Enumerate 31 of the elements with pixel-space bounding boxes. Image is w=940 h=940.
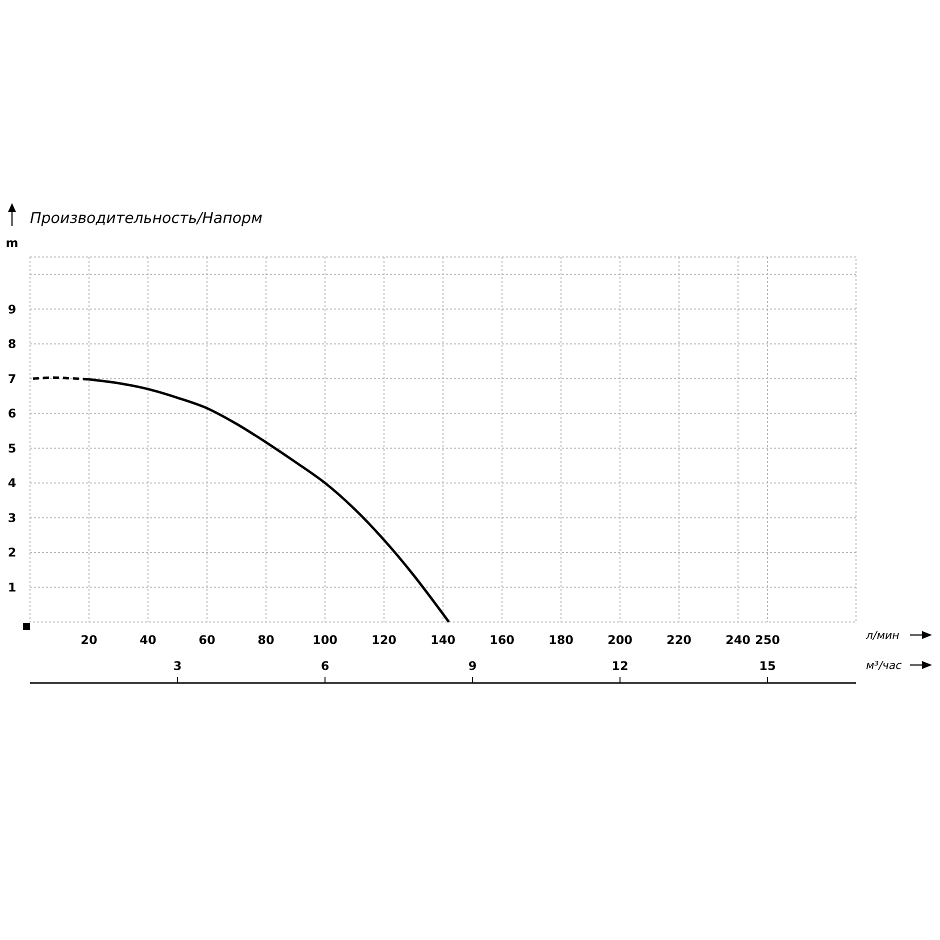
x-tick-label: 100 xyxy=(312,633,338,647)
y-tick-label: 8 xyxy=(8,337,16,352)
x2-tick-label: 6 xyxy=(320,659,330,673)
x-tick-label: 80 xyxy=(258,633,274,647)
y-tick-label: 7 xyxy=(8,372,16,386)
x2-tick-label: 12 xyxy=(612,659,628,673)
chart-title: Производительность/Напорм xyxy=(30,209,262,227)
x-tick-label: 250 xyxy=(754,633,780,647)
y-tick-label: 3 xyxy=(8,510,16,525)
y-tick-label: 1 xyxy=(8,580,16,594)
y-tick-label: 4 xyxy=(8,476,16,490)
x2-tick-label: 3 xyxy=(173,659,182,673)
y-tick-label: 2 xyxy=(8,546,16,560)
x-tick-label: 140 xyxy=(430,633,456,647)
x-tick-label: 180 xyxy=(548,633,574,647)
x-tick-label: 160 xyxy=(489,633,515,647)
x-tick-label: 40 xyxy=(140,633,156,647)
x-axis-title: л/мин xyxy=(865,629,900,642)
x-tick-label: 200 xyxy=(607,633,633,647)
x-tick-label: 240 xyxy=(725,633,751,647)
x-tick-label: 60 xyxy=(198,633,216,647)
y-axis-title: m xyxy=(6,236,18,250)
x-tick-label: 220 xyxy=(666,633,692,647)
x2-axis-title: м³/час xyxy=(866,659,902,672)
y-tick-label: 5 xyxy=(8,441,16,456)
x2-tick-label: 9 xyxy=(468,659,477,673)
y-tick-label: 6 xyxy=(8,406,16,421)
x2-tick-label: 15 xyxy=(759,659,776,673)
x-tick-label: 120 xyxy=(371,633,397,647)
y-tick-label: 9 xyxy=(8,302,16,316)
x-tick-label: 20 xyxy=(80,633,98,647)
